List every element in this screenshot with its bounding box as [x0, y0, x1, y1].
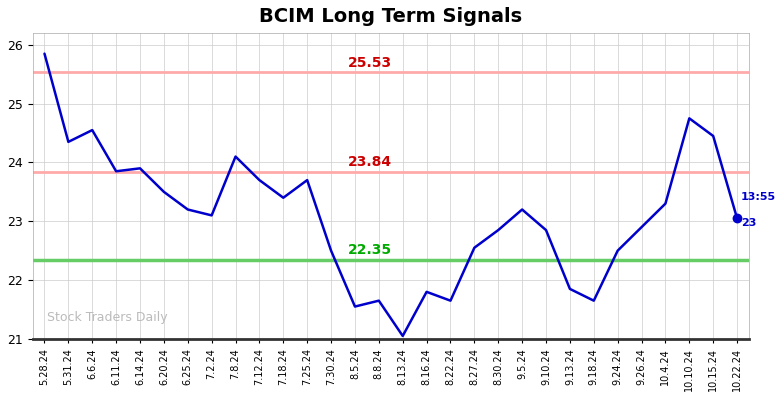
Title: BCIM Long Term Signals: BCIM Long Term Signals [260, 7, 522, 26]
Text: 23: 23 [741, 219, 756, 228]
Text: Stock Traders Daily: Stock Traders Daily [47, 310, 168, 324]
Text: 22.35: 22.35 [348, 243, 392, 257]
Point [731, 215, 743, 222]
Text: 13:55: 13:55 [741, 192, 776, 202]
Text: 23.84: 23.84 [348, 155, 392, 169]
Text: 25.53: 25.53 [348, 56, 392, 70]
